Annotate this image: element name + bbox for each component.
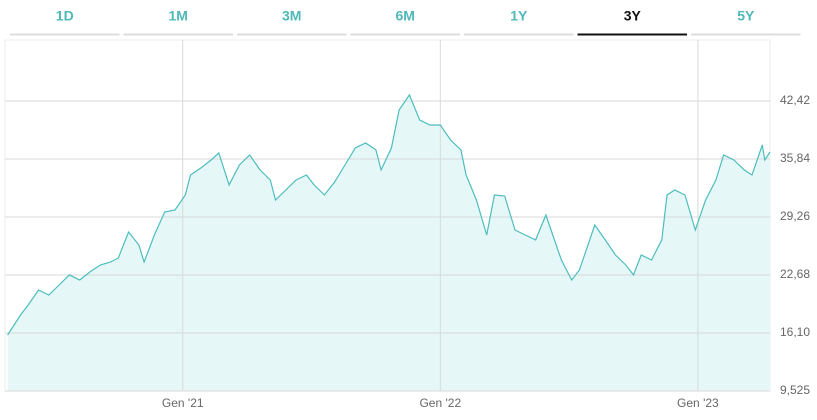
- tab[interactable]: 3Y: [624, 8, 642, 24]
- y-tick-label: 29,26: [780, 209, 810, 223]
- tab[interactable]: 5Y: [737, 8, 755, 24]
- y-tick-label: 9,525: [780, 383, 810, 397]
- y-tick-label: 16,10: [780, 325, 810, 339]
- tab[interactable]: 6M: [396, 8, 415, 24]
- y-tick-label: 42,42: [780, 93, 810, 107]
- x-tick-label: Gen '23: [677, 396, 719, 410]
- x-tick-label: Gen '21: [162, 396, 204, 410]
- tab[interactable]: 1M: [169, 8, 188, 24]
- tab[interactable]: 1Y: [510, 8, 528, 24]
- y-tick-label: 35,84: [780, 151, 810, 165]
- x-tick-label: Gen '22: [419, 396, 461, 410]
- tab[interactable]: 3M: [282, 8, 301, 24]
- line: [7, 93, 771, 336]
- tab[interactable]: 1D: [56, 8, 74, 24]
- area: [7, 94, 771, 392]
- y-tick-label: 22,68: [780, 267, 810, 281]
